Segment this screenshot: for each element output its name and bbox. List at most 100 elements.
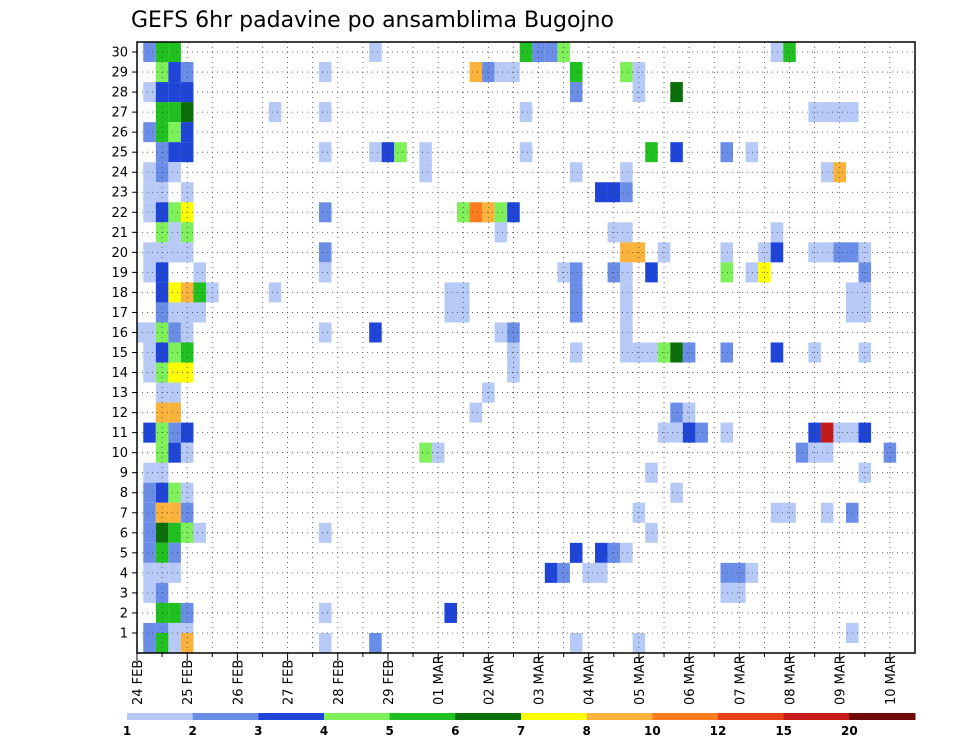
heatmap-cell [318, 322, 332, 343]
heatmap-cell [620, 182, 633, 203]
heatmap-cell [720, 562, 734, 583]
y-tick-label: 5 [120, 546, 128, 561]
heatmap-cell [770, 42, 784, 63]
heatmap-cell [143, 422, 156, 443]
heatmap-cell [168, 322, 181, 343]
y-tick-label: 11 [111, 426, 128, 441]
y-tick-label: 29 [111, 66, 128, 81]
heatmap-cell [143, 502, 156, 523]
colorbar-swatch [586, 713, 653, 720]
heatmap-cell [620, 282, 633, 303]
heatmap-cell [318, 242, 332, 263]
heatmap-cell [569, 62, 583, 83]
heatmap-cell [143, 242, 156, 263]
heatmap-cell [419, 162, 432, 183]
heatmap-cell [318, 262, 332, 283]
heatmap-cell [193, 522, 207, 543]
heatmap-cell [670, 422, 683, 443]
y-tick-label: 8 [120, 486, 128, 501]
heatmap-cell [519, 42, 533, 63]
heatmap-cell [494, 202, 508, 223]
heatmap-cells [137, 42, 897, 653]
heatmap-cell [143, 162, 156, 183]
heatmap-cell [645, 262, 658, 283]
heatmap-cell [143, 202, 156, 223]
colorbar-swatch [324, 713, 391, 720]
heatmap-cell [143, 522, 156, 543]
colorbar-swatch [258, 713, 325, 720]
heatmap-cell [770, 242, 784, 263]
y-tick-label: 15 [111, 346, 128, 361]
heatmap-cell [193, 262, 207, 283]
colorbar-label: 4 [320, 724, 328, 738]
colorbar-swatch [849, 713, 916, 720]
heatmap-cell [168, 422, 181, 443]
y-tick-label: 18 [111, 286, 128, 301]
heatmap-cell [645, 142, 658, 163]
heatmap-cell [168, 482, 181, 503]
heatmap-cell [620, 322, 633, 343]
colorbar-swatch [192, 713, 259, 720]
heatmap-cell [318, 602, 332, 623]
heatmap-cell [645, 462, 658, 483]
colorbar-swatch [455, 713, 522, 720]
heatmap-cell [143, 42, 156, 63]
heatmap-cell [670, 402, 683, 423]
x-tick-label: 29 FEB [382, 660, 397, 705]
heatmap-cell [720, 422, 734, 443]
heatmap-cell [770, 342, 784, 363]
colorbar-label: 10 [644, 724, 661, 738]
heatmap-cell [143, 462, 156, 483]
y-tick-label: 1 [120, 626, 128, 641]
y-tick-label: 30 [111, 46, 128, 61]
heatmap-cell [720, 142, 734, 163]
colorbar-label: 2 [188, 724, 196, 738]
heatmap-cell [670, 482, 683, 503]
heatmap-cell [369, 142, 382, 163]
heatmap-cell [620, 262, 633, 283]
y-tick-label: 12 [111, 406, 128, 421]
chart-title: GEFS 6hr padavine po ansamblima Bugojno [131, 8, 614, 33]
heatmap-cell [569, 162, 583, 183]
colorbar-swatch [521, 713, 588, 720]
x-tick-label: 25 FEB [181, 660, 196, 705]
heatmap-cell [544, 562, 558, 583]
heatmap-cell [569, 342, 583, 363]
heatmap-cell [695, 422, 708, 443]
heatmap-cell [745, 262, 759, 283]
x-tick-label: 05 MAR [633, 655, 648, 705]
gridlines [137, 42, 915, 653]
y-tick-label: 28 [111, 86, 128, 101]
y-axis: 1234567891011121314151617181920212223242… [111, 46, 137, 641]
plot-frame [136, 41, 916, 654]
heatmap-cell [494, 222, 508, 243]
y-tick-label: 4 [120, 566, 128, 581]
heatmap-cell [143, 582, 156, 603]
heatmap-cell [595, 542, 608, 563]
heatmap-cell [318, 202, 332, 223]
y-tick-label: 3 [120, 586, 128, 601]
x-tick-label: 08 MAR [784, 655, 799, 705]
heatmap-cell [620, 542, 633, 563]
heatmap-cell [168, 632, 181, 653]
x-tick-label: 01 MAR [432, 655, 447, 705]
heatmap-cell [720, 342, 734, 363]
y-tick-label: 22 [111, 206, 128, 221]
heatmap-cell [569, 82, 583, 103]
x-tick-label: 02 MAR [482, 655, 497, 705]
heatmap-cell [444, 302, 457, 323]
colorbar-label: 8 [582, 724, 590, 738]
heatmap-cell [168, 42, 181, 63]
heatmap-cell [569, 282, 583, 303]
heatmap-cell [168, 562, 181, 583]
heatmap-cell [444, 602, 457, 623]
heatmap-cell [318, 142, 332, 163]
heatmap-cell [720, 582, 734, 603]
heatmap-cell [369, 632, 382, 653]
heatmap-cell [369, 42, 382, 63]
x-axis: 24 FEB 25 FEB 26 FEB 27 FEB 28 FEB 29 FEB 01 M… [131, 653, 899, 705]
heatmap-cell [318, 102, 332, 123]
colorbar-label: 7 [517, 724, 525, 738]
colorbar-label: 15 [775, 724, 792, 738]
